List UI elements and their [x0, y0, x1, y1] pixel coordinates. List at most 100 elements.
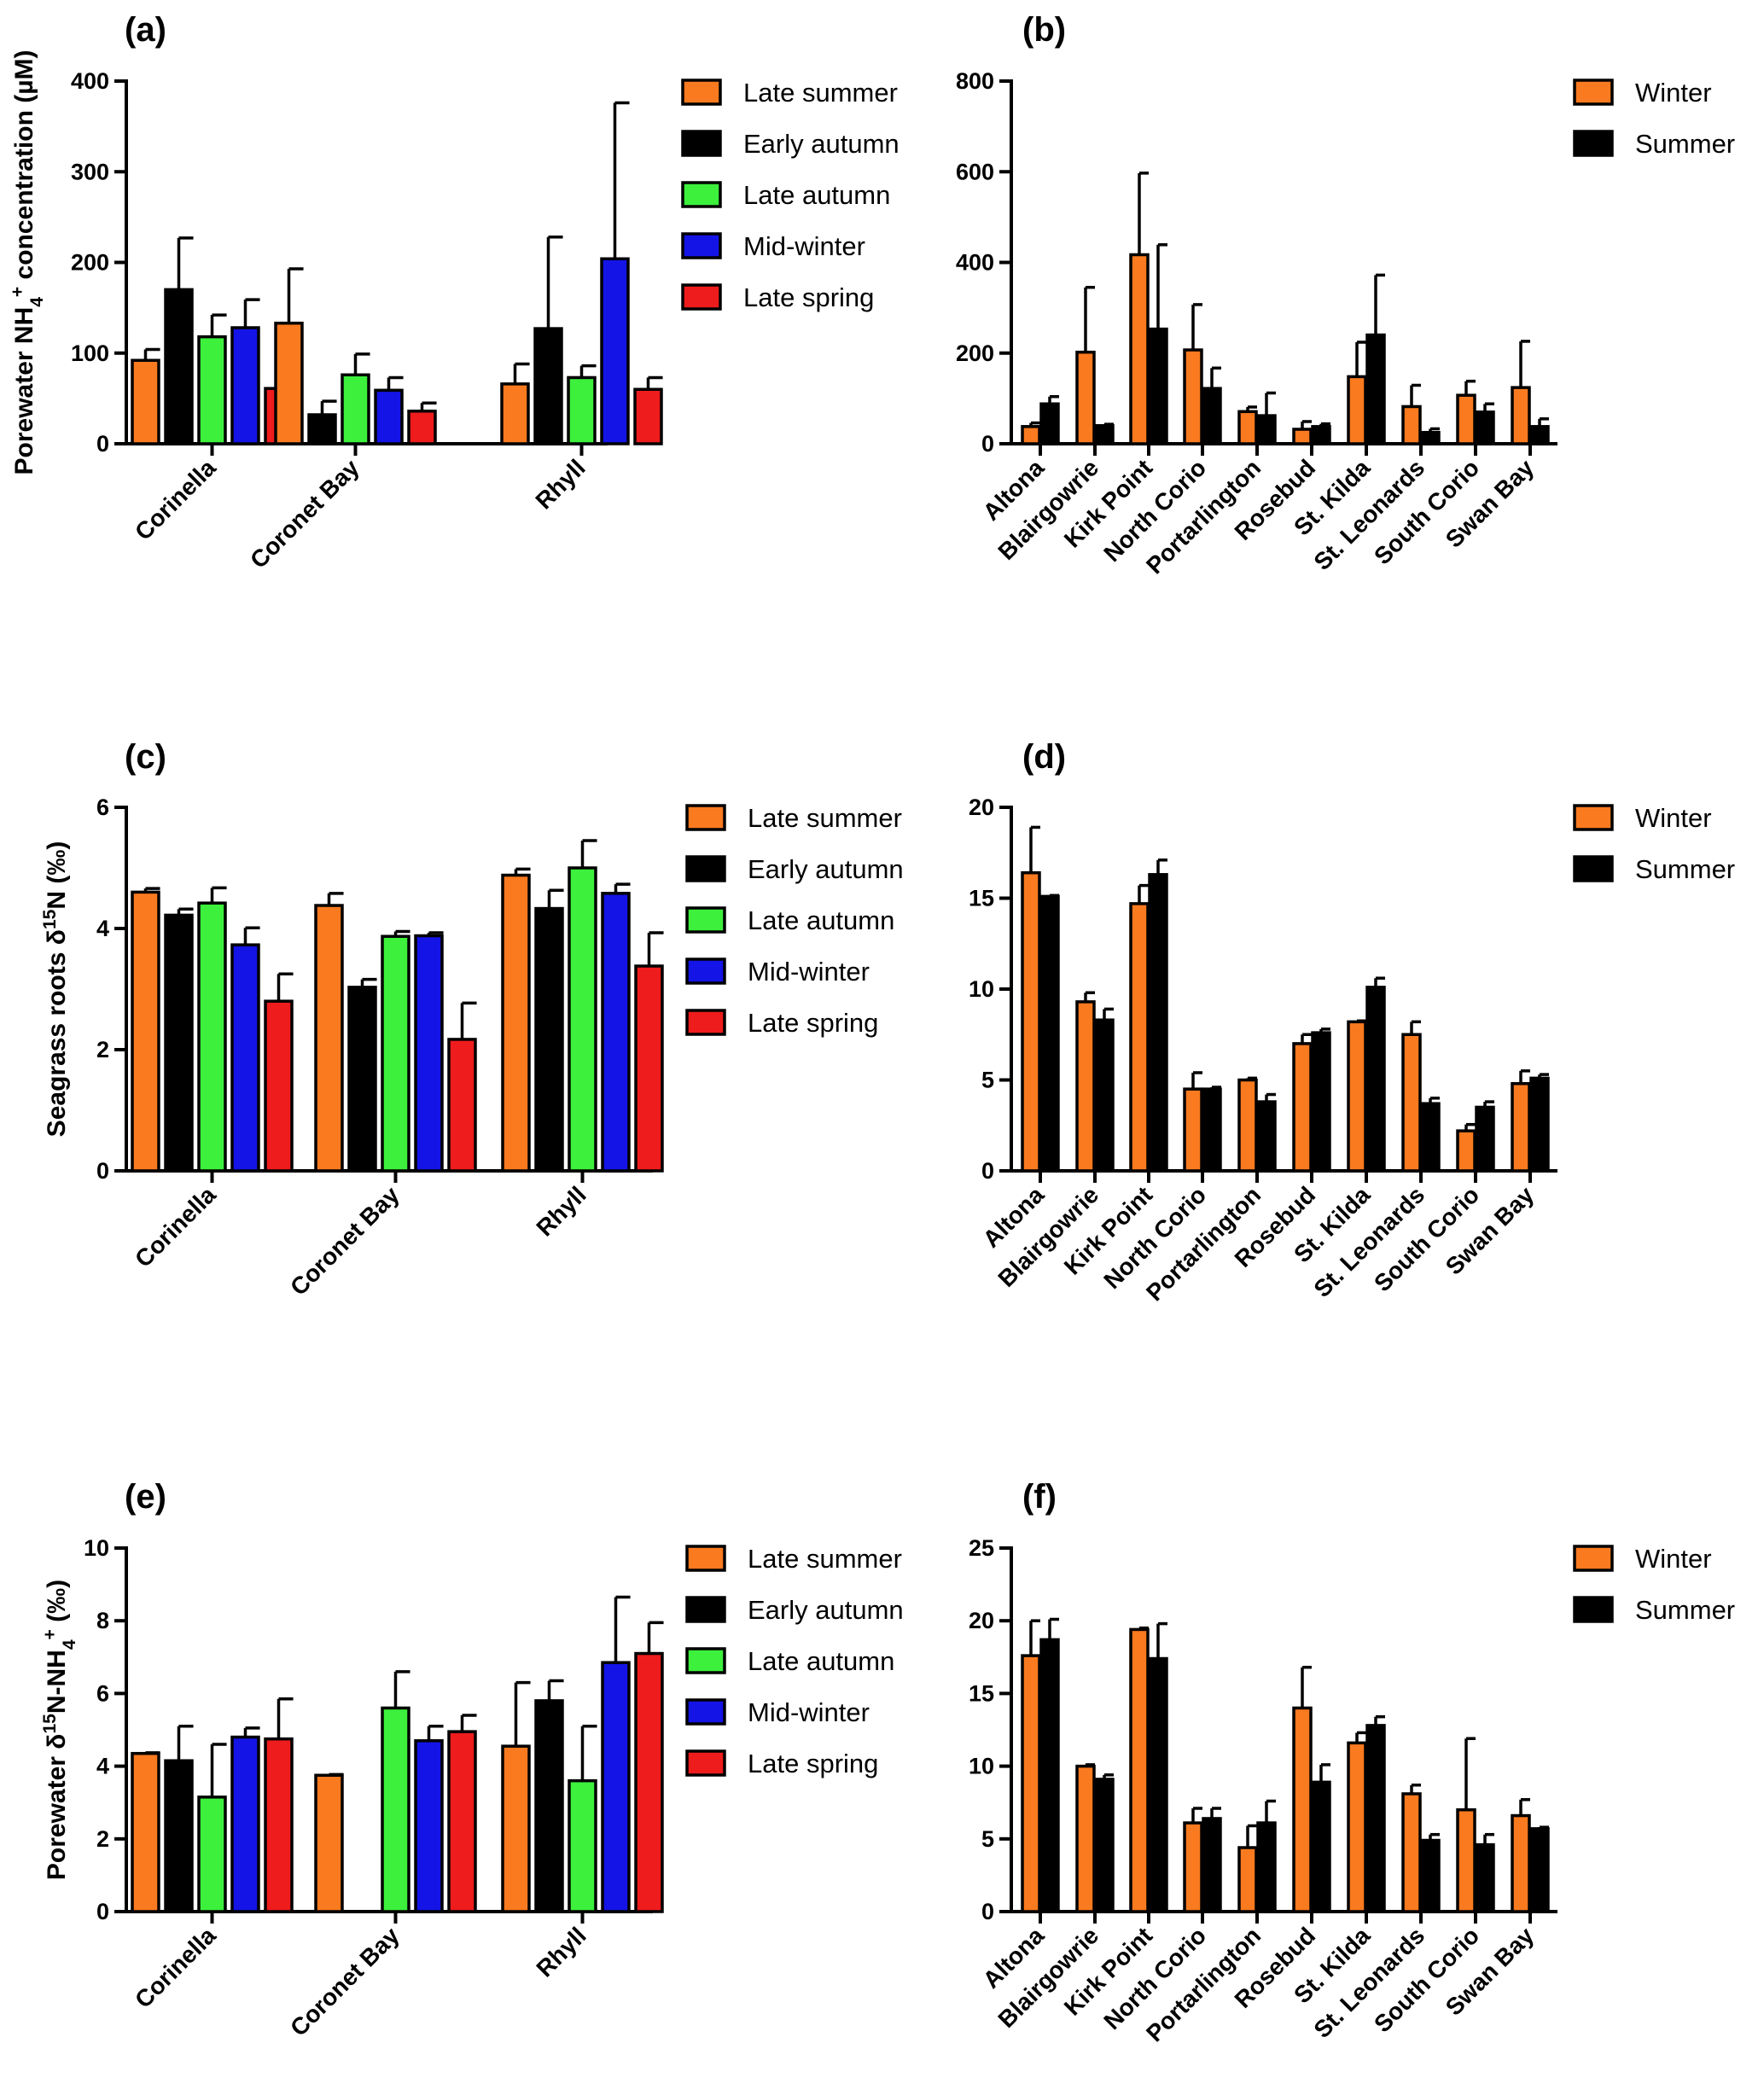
bar — [1202, 387, 1222, 445]
legend-entry: Late autumn — [743, 180, 890, 210]
x-category-label: Rhyll — [531, 1922, 591, 1982]
bar — [1094, 1778, 1115, 1913]
y-tick-label: 200 — [956, 341, 994, 366]
bar — [1237, 1846, 1258, 1913]
bar — [568, 866, 597, 1173]
bar — [1511, 386, 1531, 445]
x-category-label: Coronet Bay — [285, 1922, 405, 2041]
y-axis-title-part: concentration (µM) — [10, 50, 38, 287]
x-category-label: Corinella — [130, 1922, 221, 2013]
legend-entry: Winter — [1635, 78, 1712, 108]
bar — [501, 1744, 531, 1913]
bar — [314, 1773, 344, 1913]
y-tick-label: 2 — [96, 1826, 109, 1852]
y-axis-title-part: (‰) — [43, 1580, 71, 1629]
bar — [1183, 1821, 1203, 1913]
legend-swatch — [685, 1545, 726, 1572]
legend-swatch — [685, 906, 726, 934]
y-axis-title-part: 4 — [27, 297, 47, 307]
bar — [131, 890, 160, 1173]
legend-entry: Winter — [1635, 803, 1712, 833]
y-tick-label: 8 — [96, 1608, 109, 1633]
bar — [1237, 1078, 1258, 1173]
bar — [1148, 327, 1168, 445]
bar — [633, 387, 663, 445]
y-tick-label: 400 — [71, 68, 109, 94]
legend-swatch — [1573, 855, 1614, 882]
bar — [1292, 1706, 1313, 1913]
y-axis-title-part: Porewater δ — [43, 1734, 71, 1881]
y-tick-label: 0 — [981, 1158, 994, 1184]
bar — [1183, 348, 1203, 445]
bar — [1075, 350, 1096, 445]
legend-swatch — [681, 181, 722, 208]
bar — [1256, 414, 1277, 445]
bar — [314, 904, 344, 1173]
legend-entry: Late spring — [748, 1749, 878, 1778]
bar — [533, 327, 563, 445]
bar — [164, 1759, 194, 1913]
bar — [1420, 430, 1441, 445]
bar — [1420, 1102, 1441, 1173]
bar — [264, 999, 294, 1173]
bar — [447, 1730, 477, 1913]
legend-entry: Early autumn — [748, 1595, 904, 1625]
bar — [1021, 870, 1041, 1173]
legend-swatch — [685, 1596, 726, 1623]
bar — [1202, 1817, 1222, 1913]
legend-swatch — [1573, 79, 1614, 106]
y-axis-title: Porewater δ15N-NH4+ (‰) — [40, 1580, 79, 1880]
bar — [1292, 1042, 1313, 1173]
legend-entry: Late spring — [748, 1008, 878, 1038]
y-tick-label: 20 — [969, 1608, 994, 1633]
bar — [1365, 986, 1386, 1173]
bar — [230, 1735, 260, 1913]
legend-swatch — [681, 283, 722, 311]
bar — [1039, 894, 1060, 1173]
bar — [1311, 1780, 1331, 1913]
bar — [164, 288, 194, 445]
bar — [1511, 1813, 1531, 1913]
y-tick-label: 4 — [96, 1754, 109, 1779]
bar — [1475, 410, 1495, 445]
legend-entry: Mid-winter — [748, 957, 870, 987]
bar — [414, 1739, 444, 1913]
bar — [1183, 1087, 1203, 1173]
bar — [1347, 375, 1367, 445]
bar — [447, 1038, 477, 1173]
bar — [1021, 1654, 1041, 1913]
bar — [274, 321, 304, 445]
bar — [634, 964, 664, 1173]
panel-label: (c) — [125, 738, 166, 776]
legend-swatch — [685, 804, 726, 831]
bar — [1529, 425, 1550, 445]
y-tick-label: 0 — [981, 431, 994, 457]
bar — [1401, 405, 1422, 445]
legend-swatch — [1573, 1545, 1614, 1572]
legend-swatch — [681, 232, 722, 259]
bar — [381, 934, 410, 1173]
legend-entry: Mid-winter — [743, 231, 865, 261]
bar — [634, 1651, 664, 1913]
bar — [500, 382, 530, 445]
y-tick-label: 10 — [969, 976, 994, 1002]
bar — [1292, 428, 1313, 445]
legend-entry: Late spring — [743, 282, 874, 312]
y-tick-label: 600 — [956, 159, 994, 184]
bar — [601, 1661, 631, 1913]
y-tick-label: 800 — [956, 68, 994, 94]
legend-entry: Late summer — [748, 803, 902, 833]
legend-swatch — [1573, 1596, 1614, 1623]
y-tick-label: 10 — [969, 1754, 994, 1779]
y-tick-label: 200 — [71, 250, 109, 276]
bar — [1511, 1082, 1531, 1173]
bar — [230, 943, 260, 1173]
legend-swatch — [1573, 130, 1614, 157]
bar — [1347, 1020, 1367, 1173]
bar — [1456, 1807, 1476, 1913]
y-axis-title-part: 4 — [60, 1639, 79, 1650]
bar — [1237, 410, 1258, 445]
legend-entry: Early autumn — [743, 129, 899, 159]
panel-label: (d) — [1022, 738, 1066, 776]
